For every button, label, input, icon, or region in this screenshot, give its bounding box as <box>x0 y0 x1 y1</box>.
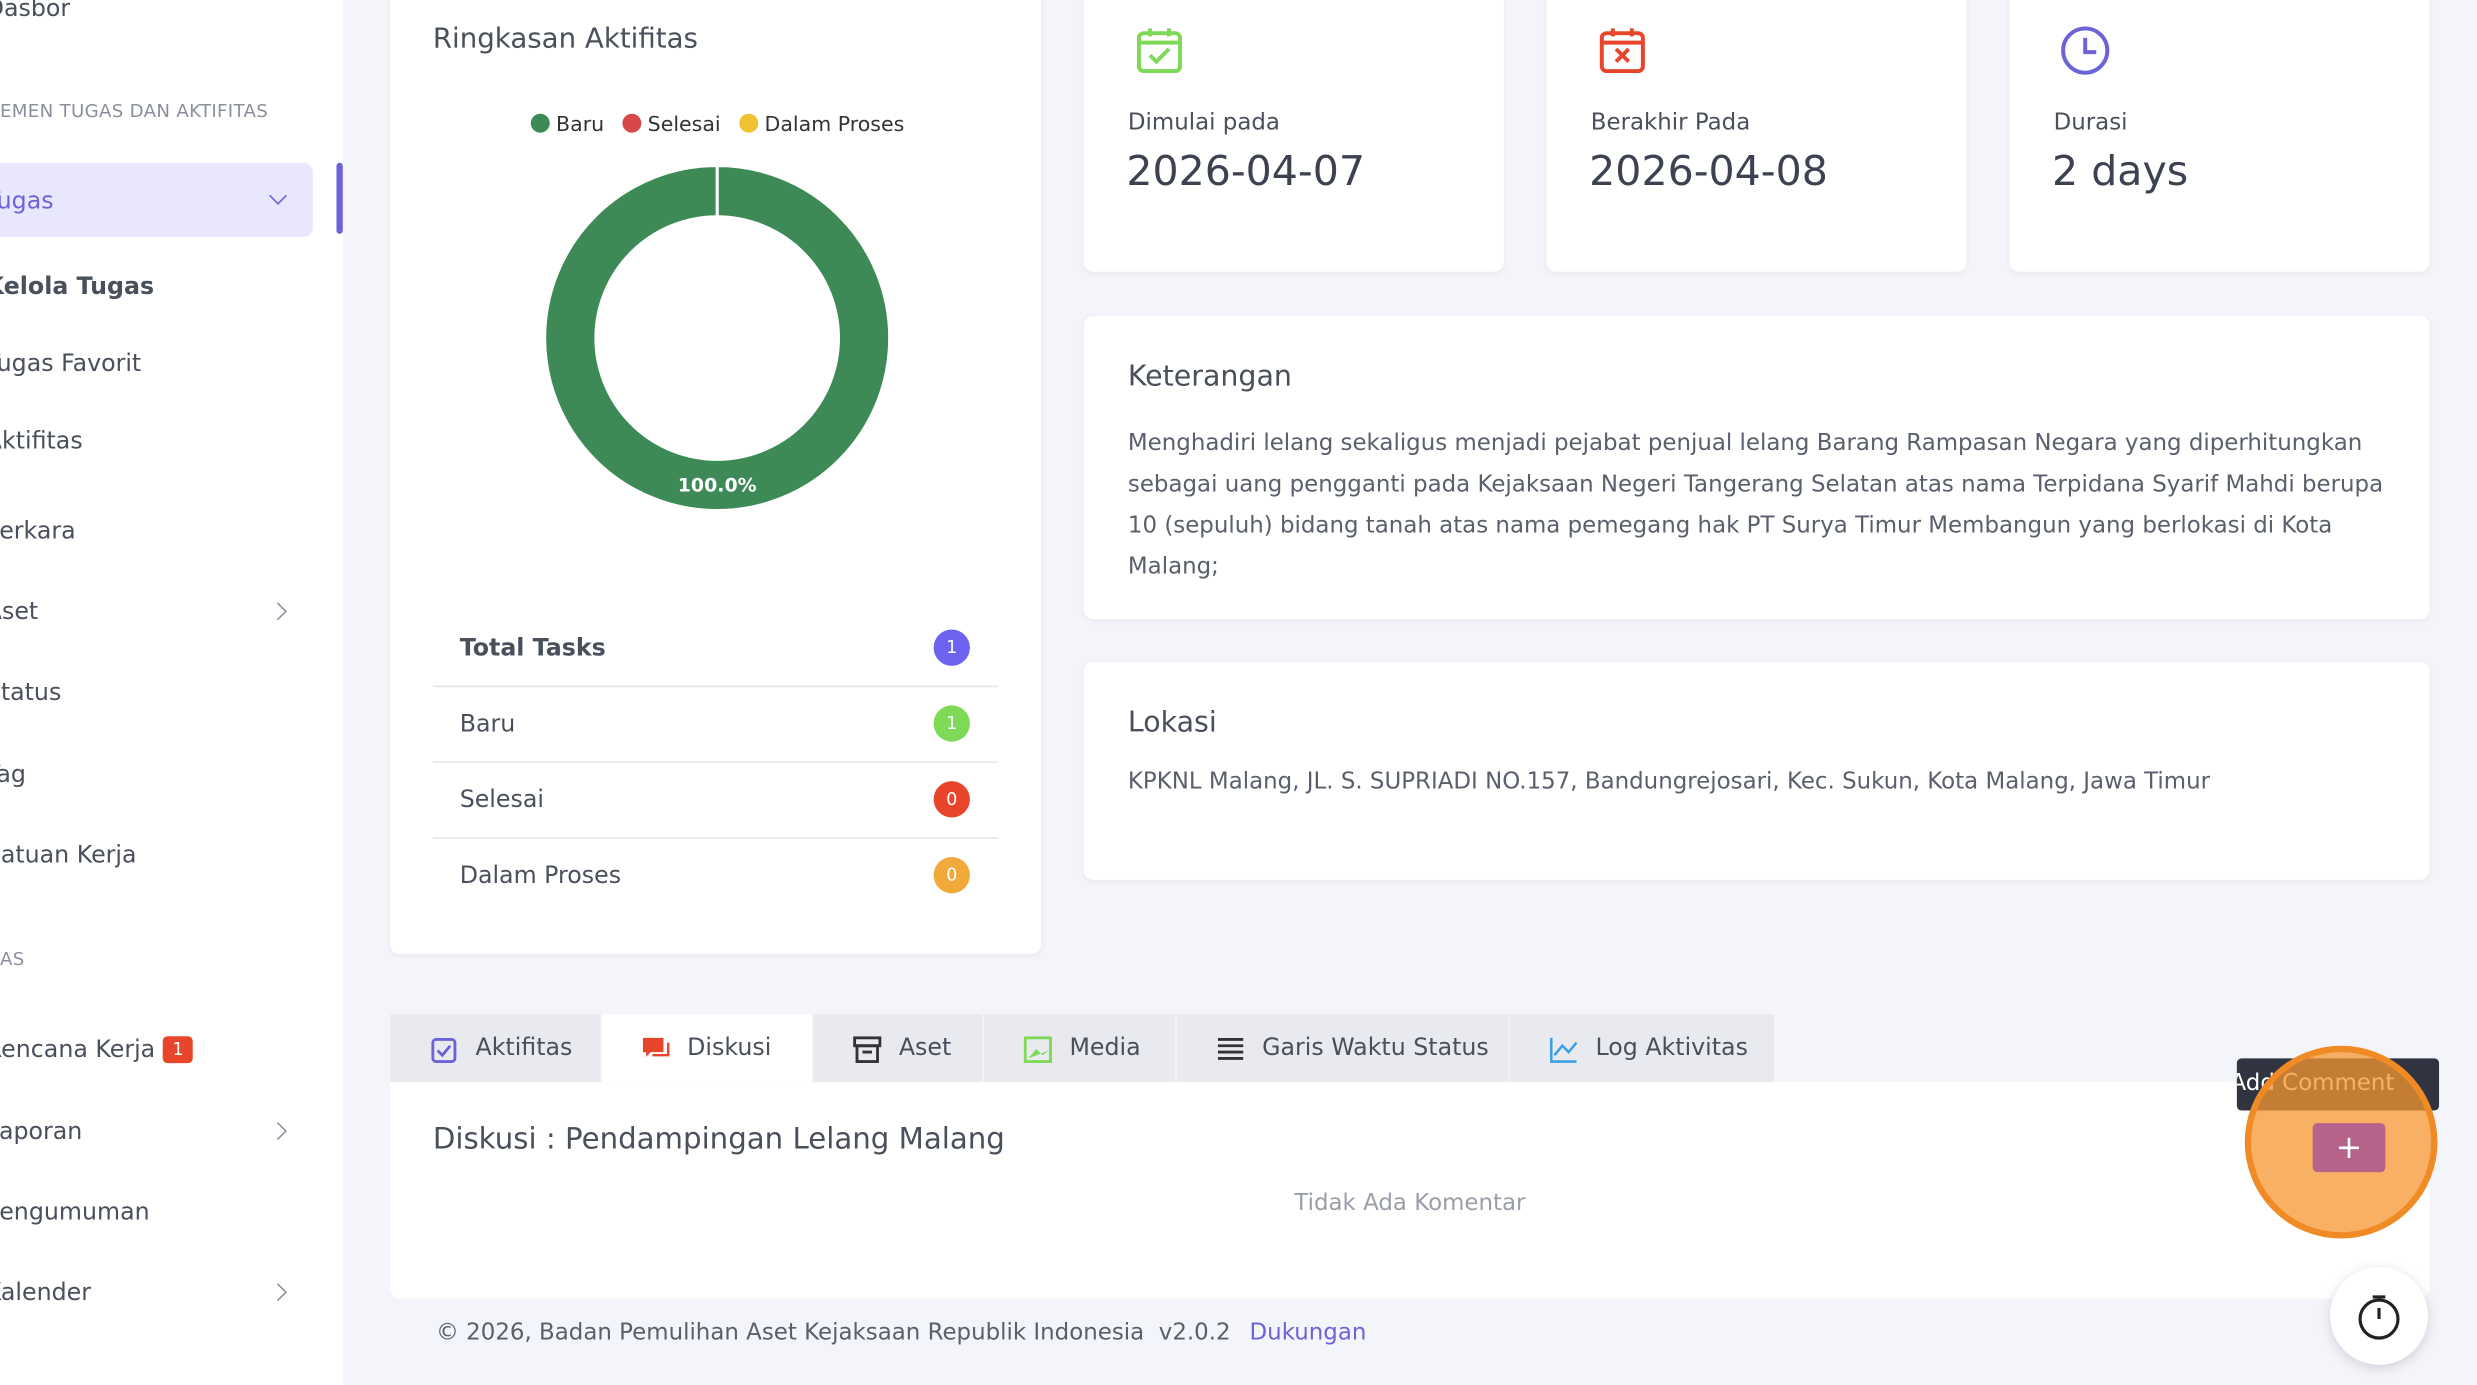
tab[interactable]: Log Aktivitas <box>1510 1014 1775 1083</box>
version: v2.0.2 <box>1158 1320 1231 1346</box>
menu-item[interactable]: Rencana Kerja 1 <box>0 1035 194 1064</box>
stat-value: 2 days <box>2052 148 2189 196</box>
legend-swatch <box>530 113 550 133</box>
tab-icon <box>1550 1037 1578 1063</box>
badge: 1 <box>163 1036 194 1064</box>
description-text: Menghadiri lelang sekaligus menjadi peja… <box>1127 431 2384 580</box>
location-card: Lokasi KPKNL Malang, JL. S. SUPRIADI NO.… <box>1083 661 2430 880</box>
empty-message: Tidak Ada Komentar <box>1294 1191 1526 1217</box>
tab-icon <box>1023 1036 1052 1063</box>
tab[interactable]: Aktifitas <box>390 1014 601 1083</box>
icon <box>1599 28 1645 74</box>
row-label: Selesai <box>459 785 544 814</box>
legend-swatch <box>739 113 759 133</box>
tab[interactable]: Media <box>984 1014 1176 1083</box>
sidebar: Dasbor EMEN TUGAS DAN AKTIFITAS Tugas Kelol… <box>0 0 343 1385</box>
discussion-title: Diskusi : Pendampingan Lelang Malang <box>432 1123 1005 1157</box>
stat-label: Berakhir Pada <box>1590 110 1751 136</box>
chevron <box>269 1283 287 1302</box>
tab[interactable]: Diskusi <box>601 1014 812 1083</box>
row-divider <box>432 837 999 839</box>
location-text: KPKNL Malang, JL. S. SUPRIADI NO.157, Ba… <box>1127 769 2211 795</box>
menu-item[interactable]: Aset <box>0 597 39 626</box>
legend-swatch <box>622 113 642 133</box>
description-card: Keterangan Menghadiri lelang sekaligus m… <box>1083 315 2430 620</box>
menu-item[interactable]: Kalender <box>0 1277 91 1307</box>
legend-label: Dalam Proses <box>765 112 905 136</box>
stat-card: Berakhir Pada 2026-04-08 <box>1546 0 1967 272</box>
stat-value: 2026-04-08 <box>1589 148 1828 196</box>
donut-chart: Baru Selesai Dalam Proses 100.0% <box>530 112 905 510</box>
tab-label: Log Aktivitas <box>1595 1033 1748 1062</box>
card-title: Keterangan <box>1127 360 1292 394</box>
tab-label: Garis Waktu Status <box>1262 1033 1489 1062</box>
chevron <box>269 1122 287 1141</box>
count-badge: 0 <box>933 856 970 894</box>
tab-icon <box>1217 1038 1244 1060</box>
donut-slice <box>546 167 889 510</box>
stat-icon <box>2060 25 2111 82</box>
support-link[interactable]: Dukungan <box>1249 1320 1367 1346</box>
tab-icon <box>431 1038 457 1063</box>
slice-label: 100.0% <box>678 474 757 496</box>
stat-value: 2026-04-07 <box>1126 148 1366 196</box>
add-comment-button[interactable]: + <box>2312 1123 2386 1173</box>
section-header: EMEN TUGAS DAN AKTIFITAS <box>0 99 269 122</box>
active-item-bg <box>0 162 313 237</box>
menu-item[interactable]: Tugas Favorit <box>0 349 142 378</box>
copyright: © 2026, Badan Pemulihan Aset Kejaksaan R… <box>435 1320 1145 1346</box>
count-badge: 1 <box>933 705 970 742</box>
menu-item[interactable]: Laporan <box>0 1116 83 1146</box>
count-badge: 1 <box>933 629 970 666</box>
section-header: AS <box>0 947 25 970</box>
summary-card: Ringkasan Aktifitas Baru Selesai Dalam Pro… <box>390 0 1042 955</box>
menu-item[interactable]: Status <box>0 677 62 707</box>
discussion-panel: Diskusi : Pendampingan Lelang Malang Tid… <box>390 1082 2430 1299</box>
tab-label: Aset <box>898 1033 952 1062</box>
active-indicator <box>336 162 343 234</box>
row-label: Baru <box>459 709 516 738</box>
menu-item[interactable]: Satuan Kerja <box>0 840 137 869</box>
stat-icon <box>1134 25 1185 82</box>
tab-label: Media <box>1069 1033 1141 1062</box>
tab[interactable]: Aset <box>813 1014 983 1083</box>
row-divider <box>432 761 999 763</box>
row-label: Dalam Proses <box>459 860 622 890</box>
card-title: Lokasi <box>1127 706 1217 740</box>
menu-item[interactable]: Kelola Tugas <box>0 271 155 301</box>
row-label: Total Tasks <box>459 633 606 662</box>
tab-label: Diskusi <box>687 1033 772 1062</box>
stat-label: Durasi <box>2053 110 2128 136</box>
footer: © 2026, Badan Pemulihan Aset Kejaksaan R… <box>436 1321 1231 1346</box>
timer-icon <box>2358 1295 2400 1340</box>
count-badge: 0 <box>933 781 970 818</box>
timer-button[interactable] <box>2330 1266 2428 1365</box>
legend-label: Baru <box>556 112 604 136</box>
menu-item[interactable]: Tugas <box>0 186 54 215</box>
card-title: Ringkasan Aktifitas <box>432 23 698 56</box>
menu-item[interactable]: Dasbor <box>0 0 71 23</box>
icon <box>2061 26 2110 75</box>
tab-label: Aktifitas <box>475 1033 573 1062</box>
row-divider <box>432 685 999 688</box>
tab[interactable]: Garis Waktu Status <box>1176 1014 1509 1083</box>
tab-icon <box>853 1036 882 1063</box>
menu-item[interactable]: Perkara <box>0 516 76 545</box>
stat-icon <box>1597 25 1648 82</box>
chevron <box>269 602 287 621</box>
tab-icon <box>642 1037 670 1057</box>
stat-card: Dimulai pada 2026-04-07 <box>1083 0 1504 272</box>
menu-item[interactable]: Pengumuman <box>0 1197 150 1226</box>
stat-label: Dimulai pada <box>1127 110 1280 136</box>
legend-label: Selesai <box>648 112 721 136</box>
menu-item[interactable]: Aktifitas <box>0 426 83 455</box>
stat-card: Durasi 2 days <box>2009 0 2430 272</box>
menu-item[interactable]: Tag <box>0 759 26 789</box>
icon <box>1136 28 1183 74</box>
